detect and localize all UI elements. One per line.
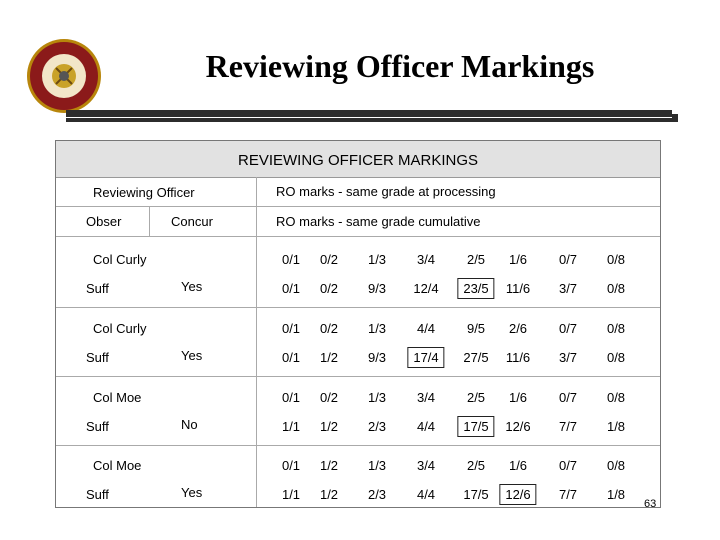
usmc-seal-icon <box>27 39 101 113</box>
cumulative-mark-cell: 12/4 <box>413 281 439 296</box>
title-rule-shadow <box>66 114 678 122</box>
processing-mark-cell: 0/1 <box>281 390 301 405</box>
cumulative-mark-cell: 3/7 <box>558 281 578 296</box>
title-rule <box>66 110 672 114</box>
table-heading: REVIEWING OFFICER MARKINGS <box>237 152 478 169</box>
processing-mark-cell: 0/8 <box>606 390 626 405</box>
group-divider <box>56 307 660 308</box>
processing-mark-cell: 0/2 <box>319 390 339 405</box>
reviewing-officer-name: Col Moe <box>93 390 142 405</box>
cumulative-mark-cell: 0/8 <box>606 281 626 296</box>
processing-mark-cell: 0/1 <box>281 252 301 267</box>
cumulative-mark-cell: 1/1 <box>281 487 301 502</box>
header-same-grade-processing: RO marks - same grade at processing <box>276 184 496 199</box>
table-heading-band: REVIEWING OFFICER MARKINGS <box>56 141 660 178</box>
cumulative-mark-cell: 1/1 <box>281 419 301 434</box>
processing-mark-cell: 0/2 <box>319 252 339 267</box>
header-divider-1 <box>56 206 660 207</box>
reviewing-officer-name: Col Curly <box>93 252 147 267</box>
processing-mark-cell: 2/6 <box>508 321 528 336</box>
header-concur: Concur <box>171 214 213 229</box>
cumulative-mark-cell: 2/3 <box>367 487 387 502</box>
processing-mark-cell: 0/8 <box>606 321 626 336</box>
slide-title: Reviewing Officer Markings <box>205 48 595 84</box>
processing-mark-cell: 1/3 <box>367 390 387 405</box>
cumulative-mark-cell: 0/2 <box>319 281 339 296</box>
cumulative-mark-cell: 1/2 <box>319 487 339 502</box>
cumulative-mark-cell: 0/8 <box>606 350 626 365</box>
column-divider-obser <box>149 206 150 236</box>
header-obser: Obser <box>86 214 122 229</box>
reviewing-officer-name: Col Moe <box>93 458 142 473</box>
cumulative-mark-cell: 7/7 <box>558 419 578 434</box>
cumulative-mark-cell: 1/8 <box>606 419 626 434</box>
highlighted-cumulative-mark: 17/4 <box>407 347 445 368</box>
observed-rating: Suff <box>86 350 109 365</box>
processing-mark-cell: 0/8 <box>606 252 626 267</box>
processing-mark-cell: 0/7 <box>558 321 578 336</box>
cumulative-mark-cell: 9/3 <box>367 350 387 365</box>
highlighted-cumulative-mark: 23/5 <box>457 278 495 299</box>
processing-mark-cell: 0/1 <box>281 321 301 336</box>
page-number: 63 <box>644 498 657 510</box>
processing-mark-cell: 3/4 <box>416 458 436 473</box>
cumulative-mark-cell: 1/2 <box>319 350 339 365</box>
processing-mark-cell: 0/7 <box>558 390 578 405</box>
processing-mark-cell: 2/5 <box>466 252 486 267</box>
header-same-grade-cumulative: RO marks - same grade cumulative <box>276 214 481 229</box>
header-reviewing-officer: Reviewing Officer <box>93 185 195 200</box>
concur-value: No <box>181 417 198 432</box>
highlighted-cumulative-mark: 17/5 <box>457 416 495 437</box>
cumulative-mark-cell: 12/6 <box>505 419 531 434</box>
column-divider-main <box>256 177 257 507</box>
cumulative-mark-cell: 1/8 <box>606 487 626 502</box>
markings-table: REVIEWING OFFICER MARKINGS Reviewing Off… <box>55 140 661 508</box>
group-divider <box>56 445 660 446</box>
processing-mark-cell: 0/8 <box>606 458 626 473</box>
observed-rating: Suff <box>86 281 109 296</box>
cumulative-mark-cell: 0/1 <box>281 350 301 365</box>
group-divider <box>56 376 660 377</box>
processing-mark-cell: 0/1 <box>281 458 301 473</box>
processing-mark-cell: 1/6 <box>508 390 528 405</box>
cumulative-mark-cell: 1/2 <box>319 419 339 434</box>
concur-value: Yes <box>181 279 203 294</box>
processing-mark-cell: 1/3 <box>367 321 387 336</box>
cumulative-mark-cell: 7/7 <box>558 487 578 502</box>
processing-mark-cell: 4/4 <box>416 321 436 336</box>
cumulative-mark-cell: 17/5 <box>463 487 489 502</box>
processing-mark-cell: 1/6 <box>508 252 528 267</box>
processing-mark-cell: 9/5 <box>466 321 486 336</box>
header-divider-2 <box>56 236 660 237</box>
cumulative-mark-cell: 4/4 <box>416 487 436 502</box>
processing-mark-cell: 1/6 <box>508 458 528 473</box>
processing-mark-cell: 0/7 <box>558 458 578 473</box>
highlighted-cumulative-mark: 12/6 <box>499 484 537 505</box>
reviewing-officer-name: Col Curly <box>93 321 147 336</box>
concur-value: Yes <box>181 348 203 363</box>
cumulative-mark-cell: 0/1 <box>281 281 301 296</box>
title-rule-highlight <box>66 117 672 118</box>
cumulative-mark-cell: 9/3 <box>367 281 387 296</box>
processing-mark-cell: 2/5 <box>466 458 486 473</box>
cumulative-mark-cell: 4/4 <box>416 419 436 434</box>
observed-rating: Suff <box>86 487 109 502</box>
cumulative-mark-cell: 11/6 <box>505 350 531 365</box>
cumulative-mark-cell: 11/6 <box>505 281 531 296</box>
processing-mark-cell: 0/2 <box>319 321 339 336</box>
processing-mark-cell: 0/7 <box>558 252 578 267</box>
processing-mark-cell: 1/3 <box>367 458 387 473</box>
concur-value: Yes <box>181 485 203 500</box>
processing-mark-cell: 3/4 <box>416 390 436 405</box>
processing-mark-cell: 1/3 <box>367 252 387 267</box>
processing-mark-cell: 2/5 <box>466 390 486 405</box>
cumulative-mark-cell: 2/3 <box>367 419 387 434</box>
observed-rating: Suff <box>86 419 109 434</box>
processing-mark-cell: 3/4 <box>416 252 436 267</box>
cumulative-mark-cell: 27/5 <box>463 350 489 365</box>
processing-mark-cell: 1/2 <box>319 458 339 473</box>
cumulative-mark-cell: 3/7 <box>558 350 578 365</box>
